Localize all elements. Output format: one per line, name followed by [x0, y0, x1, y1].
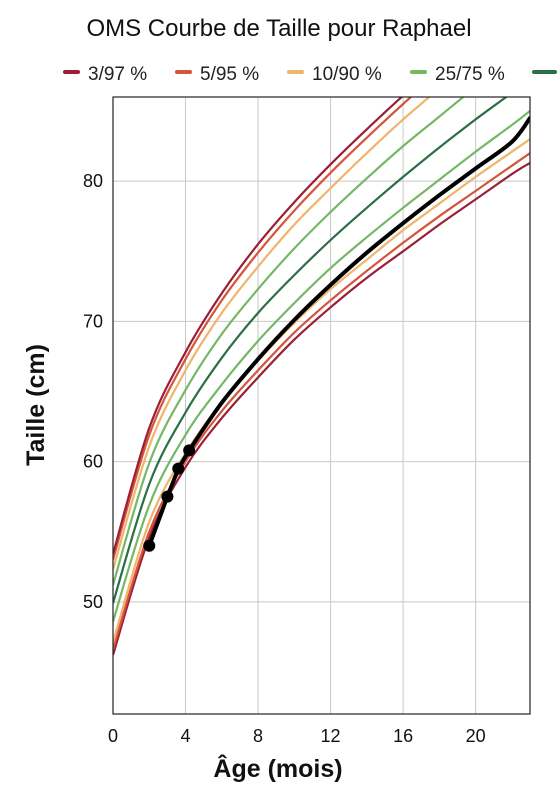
percentile-curve-25 [113, 110, 530, 622]
percentile-curve-95 [113, 97, 413, 561]
x-tick-label: 16 [393, 726, 413, 746]
child-measurements [143, 116, 530, 552]
legend-swatch-50 [532, 70, 557, 74]
chart-title: OMS Courbe de Taille pour Raphael [86, 15, 471, 42]
projection-curve [187, 116, 530, 453]
percentile-curve-75 [113, 97, 465, 586]
legend-swatch-10-90 [287, 70, 304, 74]
measurement-point[interactable] [161, 490, 174, 503]
percentile-curve-97 [113, 97, 404, 555]
x-tick-label: 8 [253, 726, 263, 746]
legend-swatch-3-97 [63, 70, 80, 74]
legend-item-50 [532, 70, 557, 74]
x-tick-label: 12 [321, 726, 341, 746]
percentile-curve-10 [113, 138, 530, 643]
x-tick-label: 20 [466, 726, 486, 746]
legend-label-3-97: 3/97 % [88, 64, 147, 85]
plot-frame [112, 96, 531, 715]
legend-label-5-95: 5/95 % [200, 64, 259, 85]
measurement-point[interactable] [143, 539, 156, 552]
percentile-curve-5 [113, 152, 530, 650]
legend-item-3-97: 3/97 % [63, 64, 147, 85]
legend-item-25-75: 25/75 % [410, 64, 505, 85]
legend-label-25-75: 25/75 % [435, 64, 505, 85]
y-tick-label: 80 [83, 171, 103, 191]
x-tick-label: 0 [108, 726, 118, 746]
measurement-point[interactable] [183, 444, 196, 457]
legend-item-5-95: 5/95 % [175, 64, 259, 85]
y-tick-label: 70 [83, 311, 103, 331]
x-tick-label: 4 [181, 726, 191, 746]
percentile-curve-3 [113, 161, 530, 656]
y-axis-ticks: 50 60 70 80 [83, 171, 103, 612]
y-axis-label: Taille (cm) [22, 344, 50, 466]
measurement-line [147, 449, 191, 547]
measurement-point[interactable] [172, 462, 185, 475]
percentile-curve-90 [113, 97, 431, 570]
legend-label-10-90: 10/90 % [312, 64, 382, 85]
legend-swatch-25-75 [410, 70, 427, 74]
y-tick-label: 50 [83, 592, 103, 612]
legend-swatch-5-95 [175, 70, 192, 74]
percentile-curves [113, 97, 530, 656]
x-axis-label: Âge (mois) [213, 753, 342, 783]
x-axis-ticks: 0 4 8 12 16 20 [108, 726, 486, 746]
chart-legend: 3/97 % 5/95 % 10/90 % 25/75 % [63, 64, 557, 85]
percentile-curve-50 [113, 97, 509, 604]
y-tick-label: 60 [83, 452, 103, 472]
legend-item-10-90: 10/90 % [287, 64, 382, 85]
